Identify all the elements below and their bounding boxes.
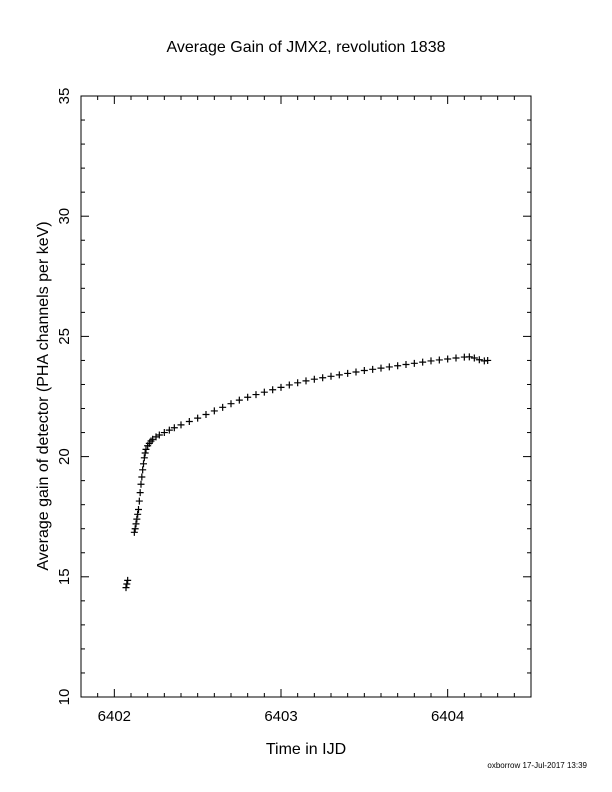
data-point [484,356,492,364]
data-point [427,357,435,365]
data-point [319,374,327,382]
data-point [140,454,148,462]
data-point [335,371,343,379]
data-point [277,383,285,391]
chart-title: Average Gain of JMX2, revolution 1838 [167,39,446,56]
x-tick-label: 6402 [98,708,131,725]
x-axis-label: Time in IJD [266,741,346,758]
data-point [140,460,147,468]
data-point [136,489,144,497]
data-point [470,354,478,362]
data-point [134,510,142,518]
data-point [285,381,293,389]
y-tick-label: 10 [56,689,73,706]
data-point [155,431,163,439]
data-point [141,449,149,457]
data-point [310,375,318,383]
data-point [142,445,150,453]
data-point [475,356,483,364]
data-point [235,396,243,404]
data-point [185,418,193,426]
y-tick-labels: 10 15 20 25 30 35 [56,88,73,706]
data-point [402,361,410,369]
y-tick-label: 15 [56,568,73,585]
data-point [147,437,155,445]
y-axis-label: Average gain of detector (PHA channels p… [35,221,52,570]
data-point [369,365,377,373]
data-point [219,403,227,411]
y-tick-label: 35 [56,88,73,105]
data-point [130,528,138,536]
data-point [135,497,143,505]
y-tick-label: 20 [56,448,73,465]
data-point [165,426,173,434]
y-tick-label: 25 [56,328,73,345]
data-point [394,362,402,370]
x-tick-label: 6404 [431,708,464,725]
data-point [170,424,178,432]
data-point [124,576,132,584]
data-point [302,377,310,385]
data-point [122,584,130,592]
data-point [344,369,352,377]
data-point [327,372,335,380]
data-point [227,400,235,408]
data-point [131,525,139,533]
data-point [177,421,185,429]
data-point [123,580,131,588]
data-point [135,505,142,513]
data-point [419,358,427,366]
data-point [252,391,260,399]
data-point [139,466,147,474]
data-point [352,368,360,376]
x-tick-labels: 6402 6403 6404 [98,708,465,725]
data-point [138,473,146,481]
data-point [202,411,210,419]
axis-ticks [80,95,532,698]
data-point [377,364,385,372]
data-point [269,386,277,394]
data-point [160,429,168,437]
data-point [210,407,218,415]
data-point [133,515,141,523]
data-point [465,353,473,361]
data-point [132,520,140,528]
x-tick-label: 6403 [264,708,297,725]
data-point [435,356,443,364]
plot-frame [80,95,532,698]
data-point [385,363,393,371]
y-tick-label: 30 [56,208,73,225]
data-point [244,393,252,401]
data-point [444,355,452,363]
data-point [260,388,268,396]
data-point [410,359,418,367]
footer-stamp: oxborrow 17-Jul-2017 13:39 [487,761,587,770]
data-point [360,367,368,375]
data-point [294,379,302,387]
data-point [452,354,460,362]
data-point [194,414,202,422]
data-points [122,353,492,592]
data-point [137,480,145,488]
